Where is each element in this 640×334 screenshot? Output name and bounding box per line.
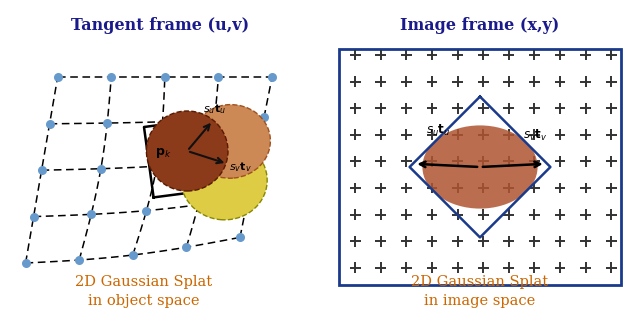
Text: Tangent frame (u,v): Tangent frame (u,v) (71, 17, 249, 34)
Text: $s_u\mathbf{t}_u$: $s_u\mathbf{t}_u$ (426, 123, 451, 138)
Text: $\mathbf{p}_k$: $\mathbf{p}_k$ (155, 146, 172, 160)
Text: $s_v\mathbf{t}_v$: $s_v\mathbf{t}_v$ (524, 128, 547, 143)
Bar (339, 49, 621, 285)
Text: 2D Gaussian Splat
in object space: 2D Gaussian Splat in object space (76, 276, 212, 308)
Text: $s_v\mathbf{t}_v$: $s_v\mathbf{t}_v$ (229, 160, 252, 174)
Ellipse shape (147, 111, 228, 191)
Ellipse shape (422, 125, 538, 209)
Text: $s_u\mathbf{t}_u$: $s_u\mathbf{t}_u$ (204, 103, 226, 117)
Text: 2D Gaussian Splat
in image space: 2D Gaussian Splat in image space (412, 276, 548, 308)
Text: Image frame (x,y): Image frame (x,y) (401, 17, 559, 34)
Ellipse shape (191, 105, 270, 178)
Ellipse shape (181, 140, 267, 220)
